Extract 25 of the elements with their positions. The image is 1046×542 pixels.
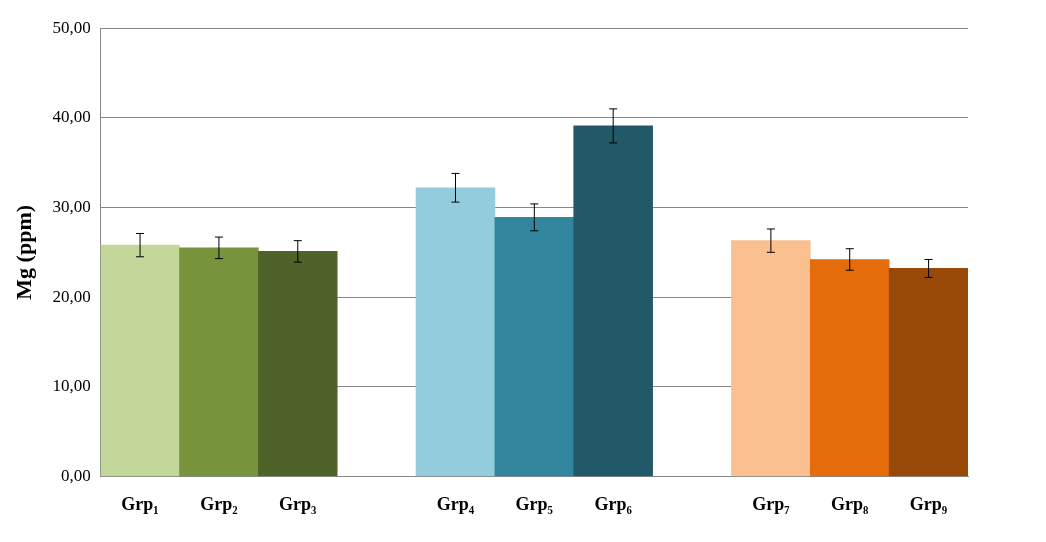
y-tick-label: 10,00 (52, 376, 91, 396)
x-tick-label: Grp₅ (515, 493, 554, 514)
x-tick-label: Grp₃ (279, 493, 318, 514)
x-tick-label: Grp₈ (831, 493, 870, 514)
y-tick-label: 0,00 (60, 465, 91, 485)
y-axis-title: Mg (ppm) (10, 204, 36, 300)
x-tick-label: Grp₂ (200, 493, 238, 514)
x-tick-label: Grp₄ (436, 493, 475, 514)
y-tick-label: 40,00 (52, 107, 91, 127)
x-tick-label: Grp₆ (594, 493, 633, 514)
bar (415, 187, 496, 477)
y-tick-label: 30,00 (52, 196, 91, 216)
y-tick-label: 50,00 (52, 17, 91, 37)
x-tick-label: Grp₇ (752, 493, 790, 514)
y-tick-label: 20,00 (52, 286, 91, 306)
bar (888, 268, 968, 477)
x-tick-label: Grp₉ (909, 493, 948, 514)
bar (573, 125, 653, 477)
bar (809, 259, 890, 477)
bar (731, 240, 811, 477)
bar (258, 251, 338, 477)
bar (494, 217, 575, 477)
bar (179, 247, 259, 477)
bar (100, 244, 180, 477)
x-tick-label: Grp₁ (121, 493, 159, 514)
